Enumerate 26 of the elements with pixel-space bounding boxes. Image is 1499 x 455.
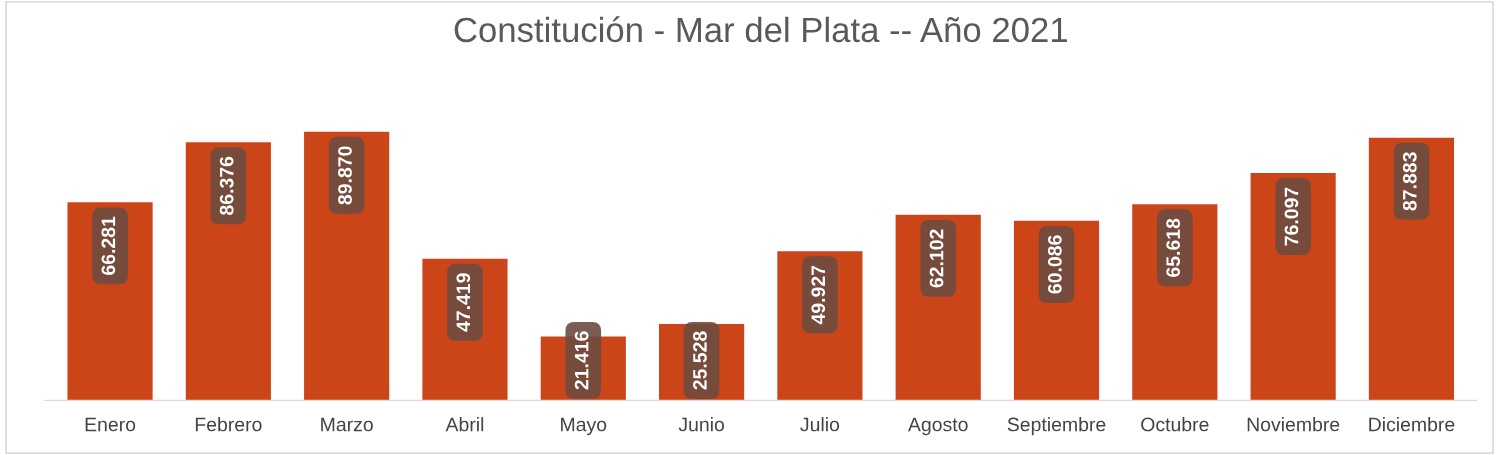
bar — [304, 131, 390, 401]
x-tick-label: Junio — [678, 417, 725, 432]
x-tick-label: Marzo — [321, 417, 373, 432]
x-tick-label: Julio — [800, 417, 840, 432]
chart-title: Constitución - Mar del Plata -- Año 2021 — [454, 16, 1067, 43]
data-label: 62.102 — [929, 229, 944, 288]
data-label: 66.281 — [101, 216, 116, 275]
data-label: 60.086 — [1047, 235, 1062, 294]
data-label: 21.416 — [574, 331, 589, 390]
x-tick-label: Diciembre — [1369, 417, 1455, 432]
x-tick-label: Enero — [85, 417, 136, 432]
x-tick-label: Agosto — [907, 417, 968, 436]
x-tick-label: Febrero — [195, 417, 262, 432]
x-tick-label: Abril — [445, 417, 484, 432]
data-label: 65.618 — [1166, 218, 1181, 277]
data-label: 47.419 — [456, 273, 471, 332]
data-label: 25.528 — [693, 331, 707, 390]
data-label: 76.097 — [1284, 187, 1299, 246]
data-label: 49.927 — [811, 265, 826, 325]
data-label: 87.883 — [1402, 152, 1417, 211]
data-label: 89.870 — [338, 146, 352, 205]
data-label: 86.376 — [219, 156, 234, 215]
x-tick-label: Mayo — [561, 417, 607, 436]
x-tick-label: Octubre — [1141, 417, 1209, 432]
x-tick-label: Noviembre — [1247, 417, 1340, 432]
x-tick-label: Septiembre — [1007, 417, 1106, 436]
